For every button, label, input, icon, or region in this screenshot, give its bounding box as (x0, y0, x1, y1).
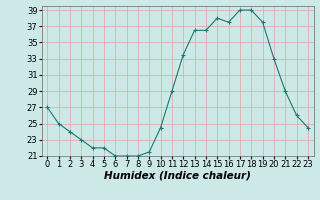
X-axis label: Humidex (Indice chaleur): Humidex (Indice chaleur) (104, 171, 251, 181)
